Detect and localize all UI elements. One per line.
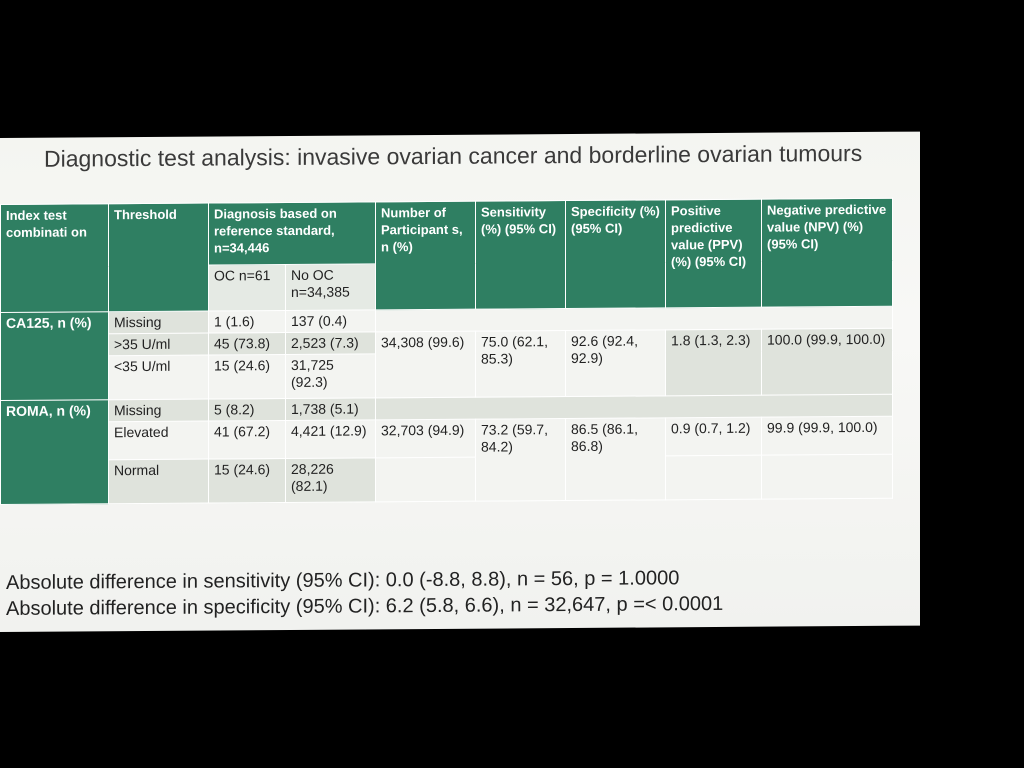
no-oc-cell: 28,226 (82.1) <box>285 457 376 503</box>
header-ppv: Positive predictive value (PPV) (%) (95%… <box>665 199 762 308</box>
oc-cell: 41 (67.2) <box>208 420 286 460</box>
blank-cell <box>761 454 893 500</box>
header-no-oc: No OC n=34,385 <box>285 263 376 311</box>
summary-notes: Absolute difference in sensitivity (95% … <box>6 565 723 622</box>
header-threshold: Threshold <box>108 203 209 312</box>
header-specificity: Specificity (%) (95% CI) <box>565 199 666 309</box>
specificity-cell: 86.5 (86.1, 86.8) <box>565 417 666 501</box>
specificity-difference-note: Absolute difference in specificity (95% … <box>6 592 724 620</box>
oc-cell: 15 (24.6) <box>208 354 286 400</box>
group-label-ca125: CA125, n (%) <box>0 311 109 401</box>
npv-cell: 99.9 (99.9, 100.0) <box>761 416 893 456</box>
npv-cell: 100.0 (99.9, 100.0) <box>761 328 893 396</box>
no-oc-cell: 31,725 (92.3) <box>285 353 376 399</box>
threshold-cell: Missing <box>108 399 209 422</box>
sensitivity-cell: 73.2 (59.7, 84.2) <box>475 418 566 502</box>
slide-title: Diagnostic test analysis: invasive ovari… <box>44 139 863 172</box>
no-oc-cell: 4,421 (12.9) <box>285 419 376 459</box>
ppv-cell: 1.8 (1.3, 2.3) <box>665 329 762 396</box>
ppv-cell: 0.9 (0.7, 1.2) <box>665 417 762 456</box>
specificity-cell: 92.6 (92.4, 92.9) <box>565 329 666 397</box>
no-oc-cell: 1,738 (5.1) <box>285 397 376 421</box>
no-oc-cell: 2,523 (7.3) <box>285 331 376 355</box>
no-oc-cell: 137 (0.4) <box>285 309 376 333</box>
group-label-roma: ROMA, n (%) <box>0 399 109 505</box>
participants-cell: 32,703 (94.9) <box>375 419 476 458</box>
threshold-cell: Normal <box>108 459 209 504</box>
header-sensitivity: Sensitivity (%) (95% CI) <box>475 200 566 310</box>
threshold-cell: <35 U/ml <box>108 355 209 400</box>
oc-cell: 5 (8.2) <box>208 398 286 422</box>
threshold-cell: Missing <box>108 311 209 334</box>
threshold-cell: Elevated <box>108 421 209 460</box>
participants-cell: 34,308 (99.6) <box>375 331 476 398</box>
blank-cell <box>375 457 476 502</box>
slide: Diagnostic test analysis: invasive ovari… <box>0 131 920 632</box>
header-index-test: Index test combinati on <box>0 203 109 313</box>
blank-cell <box>665 455 762 500</box>
header-oc: OC n=61 <box>208 264 286 312</box>
oc-cell: 15 (24.6) <box>208 458 286 504</box>
header-npv: Negative predictive value (NPV) (%) (95%… <box>761 198 893 308</box>
oc-cell: 1 (1.6) <box>208 310 286 334</box>
threshold-cell: >35 U/ml <box>108 333 209 356</box>
diagnostic-table: Index test combinati on Threshold Diagno… <box>0 198 893 505</box>
header-diagnosis: Diagnosis based on reference standard, n… <box>208 201 376 266</box>
header-participants: Number of Participant s, n (%) <box>375 201 476 310</box>
oc-cell: 45 (73.8) <box>208 332 286 356</box>
sensitivity-cell: 75.0 (62.1, 85.3) <box>475 330 566 398</box>
